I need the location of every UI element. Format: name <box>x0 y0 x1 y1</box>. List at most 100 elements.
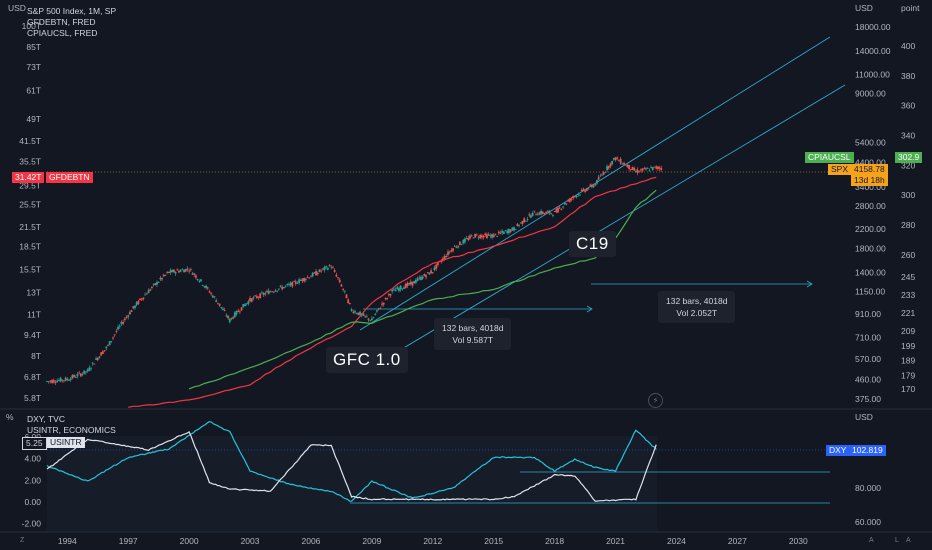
cpi-line <box>188 189 657 390</box>
left-tick-label: 73T <box>26 62 41 72</box>
spx-candle-body <box>130 310 133 312</box>
spx-candle-body <box>611 160 614 165</box>
spx-candle-body <box>587 188 590 190</box>
spx-candle-body <box>277 288 280 290</box>
annotation-gfc[interactable]: GFC 1.0 <box>326 347 408 373</box>
legend-cpi[interactable]: CPIAUCSL, FRED <box>27 28 98 38</box>
spx-candle-body <box>634 171 637 172</box>
spx-candle-body <box>132 306 135 309</box>
spx-candle-body <box>641 168 644 171</box>
spx-candle-body <box>589 184 592 186</box>
spx-candle-body <box>491 234 493 238</box>
mid-tick-label: 4400.00 <box>855 157 886 167</box>
spx-candle-body <box>210 292 213 294</box>
spx-candle-body <box>423 274 426 277</box>
spx-candle-body <box>618 160 620 162</box>
spx-candle-body <box>123 318 126 320</box>
legend-gfdebtn[interactable]: GFDEBTN, FRED <box>27 17 96 27</box>
spx-candle-body <box>381 303 383 305</box>
spx-candle-body <box>71 375 74 379</box>
spx-candle-body <box>203 286 206 288</box>
spx-candle-body <box>530 215 532 218</box>
spx-candle-body <box>179 270 182 272</box>
spx-candle-body <box>345 294 348 299</box>
left-tick-label: 18.5T <box>19 241 41 251</box>
spx-candle-body <box>308 277 311 279</box>
spx-candle-body <box>548 210 551 214</box>
spx-candle-body <box>511 227 514 231</box>
x-tick-label: 2015 <box>484 536 503 546</box>
left-tick-label: 49T <box>26 114 41 124</box>
spx-candle-body <box>86 369 89 372</box>
left-tick-label: 35.5T <box>19 156 41 166</box>
x-tick-label: 2024 <box>667 536 686 546</box>
spx-candle-body <box>281 286 284 290</box>
spx-candle-body <box>403 287 405 289</box>
spx-candle-body <box>646 168 649 169</box>
range-box-1[interactable]: 132 bars, 4018d Vol 9.587T <box>434 318 512 350</box>
spx-candle-body <box>193 273 196 275</box>
spx-candle-body <box>228 318 231 322</box>
spx-candle-body <box>479 234 482 239</box>
spx-candle-body <box>98 356 101 358</box>
spx-candle-body <box>452 248 455 251</box>
x-tick-label: 1997 <box>119 536 138 546</box>
spx-name-tag: SPX <box>828 164 852 175</box>
lower-left-tick-label: 4.00 <box>24 454 41 464</box>
range-box-1-bars: 132 bars, 4018d <box>442 323 504 333</box>
right-unit-label: point <box>901 3 920 13</box>
spx-candle-body <box>513 227 515 231</box>
x-tick-label: 2012 <box>423 536 442 546</box>
annotation-c19[interactable]: C19 <box>569 231 616 257</box>
range-box-1-vol: Vol 9.587T <box>452 335 494 345</box>
spx-candle-body <box>266 291 268 292</box>
spx-candle-body <box>242 303 245 308</box>
spx-candle-body <box>524 220 527 222</box>
spx-candle-body <box>311 272 314 277</box>
spx-candle-body <box>414 279 417 283</box>
spx-candle-body <box>289 283 292 286</box>
zoom-button[interactable]: Z <box>20 537 25 544</box>
spx-candle-body <box>330 266 333 268</box>
spx-candle-body <box>49 380 52 382</box>
mid-tick-label: 14000.00 <box>855 46 891 56</box>
spx-candle-body <box>563 203 566 205</box>
legend-dxy[interactable]: DXY, TVC <box>27 414 65 424</box>
spx-candle-body <box>272 291 275 293</box>
spx-candle-body <box>621 163 624 165</box>
spx-candle-body <box>469 235 471 239</box>
spx-candle-body <box>73 375 75 377</box>
spx-candle-body <box>326 268 329 270</box>
spx-candle-body <box>354 311 356 313</box>
spx-candle-body <box>602 172 605 175</box>
spx-countdown-tag: 13d 18h <box>851 175 888 186</box>
spx-candle-body <box>628 164 630 169</box>
spx-candle-body <box>298 279 301 283</box>
spx-candle-body <box>333 270 336 272</box>
legend-usintr[interactable]: USINTR, ECONOMICS <box>27 425 116 435</box>
auto-scale-button[interactable]: A <box>869 537 874 544</box>
auto-scale-button-2[interactable]: A <box>906 537 911 544</box>
spx-candle-body <box>409 281 412 285</box>
legend-spx[interactable]: S&P 500 Index, 1M, SP <box>27 6 117 16</box>
spx-candle-body <box>404 284 407 289</box>
range-box-2[interactable]: 132 bars, 4018d Vol 2.052T <box>658 291 736 323</box>
spx-candle-body <box>101 351 104 354</box>
spx-candle-body <box>557 207 559 213</box>
spx-candle-body <box>660 167 663 170</box>
spx-candle-body <box>220 306 223 308</box>
spx-candle-body <box>46 381 48 382</box>
spx-candle-body <box>286 284 289 285</box>
right-currency-label: USD <box>855 3 873 13</box>
spx-candle-body <box>52 379 55 383</box>
spx-candle-body <box>519 222 522 224</box>
spx-candle-body <box>596 180 598 184</box>
lightning-icon[interactable]: ⚡ <box>648 393 663 408</box>
spx-candle-body <box>538 212 541 215</box>
spx-candle-body <box>482 235 485 238</box>
spx-candle-body <box>494 233 497 235</box>
log-scale-button[interactable]: L <box>895 537 899 544</box>
spx-candle-body <box>232 317 235 319</box>
spx-candle-body <box>636 169 639 173</box>
spx-candle-body <box>59 377 62 382</box>
